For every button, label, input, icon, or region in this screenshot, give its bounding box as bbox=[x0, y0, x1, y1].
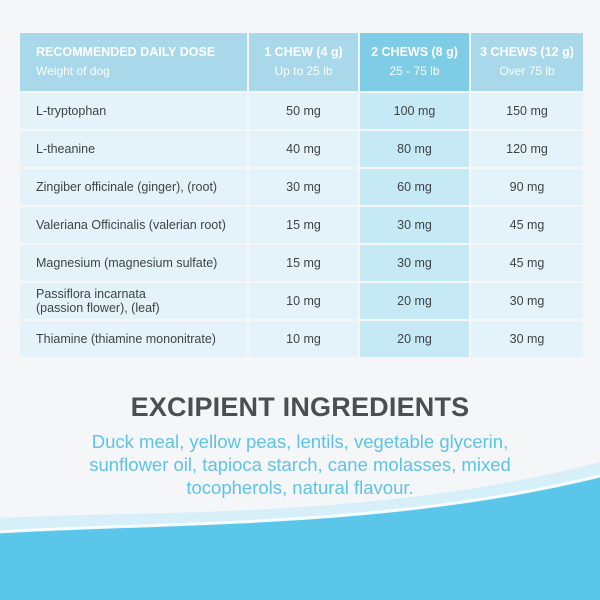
ingredient-name: L-tryptophan bbox=[20, 93, 247, 129]
dose-1-chew: 15 mg bbox=[249, 245, 358, 281]
ingredient-name: Zingiber officinale (ginger), (root) bbox=[20, 169, 247, 205]
dose-2-chews: 30 mg bbox=[360, 207, 469, 243]
excipient-title: EXCIPIENT INGREDIENTS bbox=[130, 392, 470, 422]
table-row: Thiamine (thiamine mononitrate) 10 mg 20… bbox=[20, 321, 583, 357]
excipient-text: Duck meal, yellow peas, lentils, vegetab… bbox=[89, 431, 511, 498]
dose-3-chews: 120 mg bbox=[471, 131, 583, 167]
dose-2-chews: 20 mg bbox=[360, 321, 469, 357]
dose-3-chews: 150 mg bbox=[471, 93, 583, 129]
dose-2-chews: 60 mg bbox=[360, 169, 469, 205]
dose-1-chew: 10 mg bbox=[249, 283, 358, 319]
dosage-table-header: RECOMMENDED DAILY DOSE Weight of dog 1 C… bbox=[20, 33, 583, 91]
dose-3-chews: 90 mg bbox=[471, 169, 583, 205]
dose-3-chews: 45 mg bbox=[471, 245, 583, 281]
ingredient-name: Valeriana Officinalis (valerian root) bbox=[20, 207, 247, 243]
header-col-3-label: 3 CHEWS (12 g) bbox=[480, 45, 574, 59]
header-col-3-sub: Over 75 lb bbox=[499, 64, 555, 78]
table-row: L-tryptophan 50 mg 100 mg 150 mg bbox=[20, 93, 583, 129]
dose-2-chews: 30 mg bbox=[360, 245, 469, 281]
header-col-1-sub: Up to 25 lb bbox=[274, 64, 333, 78]
table-row: L-theanine 40 mg 80 mg 120 mg bbox=[20, 131, 583, 167]
table-row: Magnesium (magnesium sulfate) 15 mg 30 m… bbox=[20, 245, 583, 281]
header-col-1: 1 CHEW (4 g) Up to 25 lb bbox=[249, 33, 358, 91]
header-col-2: 2 CHEWS (8 g) 25 - 75 lb bbox=[360, 33, 469, 91]
ingredient-name: L-theanine bbox=[20, 131, 247, 167]
ingredient-name: Thiamine (thiamine mononitrate) bbox=[20, 321, 247, 357]
table-row: Zingiber officinale (ginger), (root) 30 … bbox=[20, 169, 583, 205]
ingredient-name: Magnesium (magnesium sulfate) bbox=[20, 245, 247, 281]
dose-3-chews: 30 mg bbox=[471, 321, 583, 357]
ingredient-name: Passiflora incarnata (passion flower), (… bbox=[20, 283, 247, 319]
dose-1-chew: 10 mg bbox=[249, 321, 358, 357]
header-dose-label: RECOMMENDED DAILY DOSE bbox=[36, 45, 216, 59]
dose-1-chew: 15 mg bbox=[249, 207, 358, 243]
dose-2-chews: 20 mg bbox=[360, 283, 469, 319]
header-col-2-label: 2 CHEWS (8 g) bbox=[371, 45, 458, 59]
dosage-table: RECOMMENDED DAILY DOSE Weight of dog 1 C… bbox=[18, 31, 585, 359]
header-dose-cell: RECOMMENDED DAILY DOSE Weight of dog bbox=[20, 33, 247, 91]
dose-2-chews: 80 mg bbox=[360, 131, 469, 167]
dose-2-chews: 100 mg bbox=[360, 93, 469, 129]
dose-3-chews: 45 mg bbox=[471, 207, 583, 243]
dose-1-chew: 50 mg bbox=[249, 93, 358, 129]
dose-1-chew: 30 mg bbox=[249, 169, 358, 205]
table-row: Passiflora incarnata (passion flower), (… bbox=[20, 283, 583, 319]
header-col-3: 3 CHEWS (12 g) Over 75 lb bbox=[471, 33, 583, 91]
header-col-2-sub: 25 - 75 lb bbox=[389, 64, 440, 78]
dose-3-chews: 30 mg bbox=[471, 283, 583, 319]
dose-1-chew: 40 mg bbox=[249, 131, 358, 167]
header-col-1-label: 1 CHEW (4 g) bbox=[264, 45, 343, 59]
header-dose-sub: Weight of dog bbox=[36, 64, 110, 78]
table-row: Valeriana Officinalis (valerian root) 15… bbox=[20, 207, 583, 243]
